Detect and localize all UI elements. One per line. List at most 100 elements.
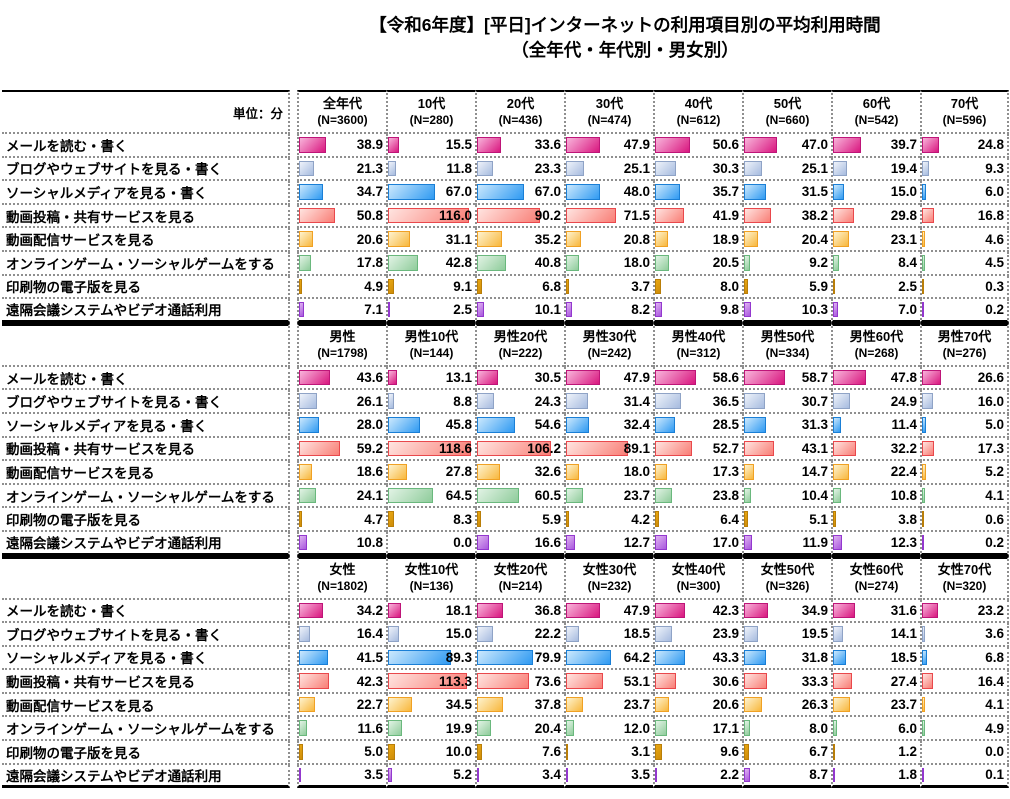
table-row-female-print: 印刷物の電子版を見る 5.0 10.0 7.6 3.1 9.6 6.7 1.2 0.0 (2, 741, 1009, 765)
value-cell: 4.6 (920, 228, 1009, 252)
column-gap (290, 765, 297, 789)
value-bar (566, 602, 600, 619)
value-bar (566, 511, 569, 527)
value-cell: 50.8 (297, 204, 386, 229)
value-cell: 64.2 (564, 646, 653, 671)
value-text: 37.8 (534, 697, 561, 713)
value-cell: 23.7 (831, 693, 920, 718)
column-gap (290, 181, 297, 205)
table-row-female-mail: メールを読む・書く 34.2 18.1 36.8 47.9 42.3 34.9 31.6 23.… (2, 599, 1009, 624)
value-cell: 11.9 (742, 531, 831, 556)
value-cell: 36.8 (475, 599, 564, 624)
value-text: 47.8 (890, 370, 917, 386)
value-text: 31.5 (801, 184, 828, 200)
value-text: 35.2 (534, 231, 561, 247)
table-row-female-game: オンラインゲーム・ソーシャルゲームをする 11.6 19.9 20.4 12.0 17.1… (2, 717, 1009, 742)
value-text: 25.1 (623, 160, 650, 176)
category-label: ソーシャルメディアを見る・書く (2, 181, 290, 205)
value-text: 15.0 (445, 626, 472, 642)
value-bar (299, 511, 303, 527)
value-bar (922, 602, 939, 619)
value-bar (477, 649, 533, 666)
value-cell: 34.2 (297, 599, 386, 624)
value-bar (299, 184, 324, 200)
value-text: 27.8 (445, 464, 472, 480)
value-bar (655, 231, 669, 247)
column-gap (290, 438, 297, 462)
value-bar (833, 767, 835, 783)
value-text: 67.0 (445, 184, 472, 200)
value-cell: 18.6 (297, 461, 386, 485)
value-bar (833, 487, 841, 504)
value-cell: 24.3 (475, 390, 564, 414)
value-text: 23.7 (623, 697, 650, 713)
value-text: 90.2 (534, 208, 561, 224)
column-header-n: (N=1798) (317, 345, 368, 360)
column-header-title: 30代 (595, 95, 624, 111)
column-header-n: (N=242) (587, 345, 632, 360)
value-cell: 8.8 (386, 390, 475, 414)
value-cell: 36.5 (653, 390, 742, 414)
value-bar (299, 649, 329, 666)
column-gap (290, 670, 297, 694)
value-text: 39.7 (890, 137, 917, 153)
value-text: 64.2 (623, 649, 650, 665)
value-text: 31.1 (445, 231, 472, 247)
value-text: 64.5 (445, 488, 472, 504)
value-text: 106.2 (527, 440, 561, 456)
value-cell: 0.3 (920, 275, 1009, 300)
column-header-title: 70代 (950, 95, 979, 111)
value-text: 20.8 (623, 231, 650, 247)
table-row-all-video_share: 動画投稿・共有サービスを見る 50.8 116.0 90.2 71.5 41.9 38.2 2… (2, 204, 1009, 229)
value-cell: 10.1 (475, 299, 564, 323)
value-cell: 67.0 (475, 181, 564, 205)
chart-title-line1: 【令和6年度】[平日]インターネットの利用項目別の平均利用時間 (369, 15, 881, 35)
column-header-n: (N=136) (409, 578, 454, 593)
value-text: 20.6 (356, 231, 383, 247)
value-bar (299, 626, 311, 642)
value-cell: 18.1 (386, 599, 475, 624)
value-text: 6.8 (542, 278, 561, 294)
category-label: メールを読む・書く (2, 134, 290, 158)
value-text: 118.6 (438, 440, 472, 456)
value-cell: 26.6 (920, 366, 1009, 391)
value-cell: 20.4 (742, 228, 831, 252)
value-text: 8.3 (453, 511, 472, 527)
column-gap (290, 228, 297, 252)
column-header-title: 女性 (329, 561, 356, 577)
value-cell: 13.1 (386, 366, 475, 391)
value-text: 52.7 (712, 440, 739, 456)
category-label: 遠隔会議システムやビデオ通話利用 (2, 764, 290, 789)
column-header-title: 10代 (417, 95, 446, 111)
value-text: 59.2 (356, 440, 383, 456)
column-header-title: 50代 (773, 95, 802, 111)
value-cell: 17.8 (297, 251, 386, 276)
value-text: 23.7 (890, 697, 917, 713)
value-bar (655, 137, 691, 153)
value-bar (922, 393, 934, 409)
value-cell: 6.8 (475, 275, 564, 300)
value-bar (744, 254, 751, 271)
value-bar (744, 602, 769, 619)
value-cell: 34.9 (742, 599, 831, 624)
value-text: 17.8 (356, 255, 383, 271)
value-text: 33.3 (801, 673, 828, 689)
value-cell: 1.2 (831, 741, 920, 765)
value-cell: 11.8 (386, 157, 475, 182)
value-text: 58.7 (801, 370, 828, 386)
value-text: 23.9 (712, 626, 739, 642)
value-bar (477, 767, 480, 783)
value-cell: 2.5 (386, 299, 475, 323)
value-cell: 20.4 (475, 717, 564, 742)
value-bar (922, 440, 935, 457)
value-bar (299, 160, 314, 177)
value-text: 16.4 (977, 673, 1004, 689)
column-gap (290, 485, 297, 509)
value-bar (299, 416, 319, 433)
value-text: 31.4 (623, 393, 650, 409)
value-cell: 116.0 (386, 204, 475, 229)
value-text: 30.7 (801, 393, 828, 409)
value-bar (299, 369, 330, 386)
value-text: 4.1 (985, 488, 1004, 504)
value-bar (744, 137, 777, 153)
